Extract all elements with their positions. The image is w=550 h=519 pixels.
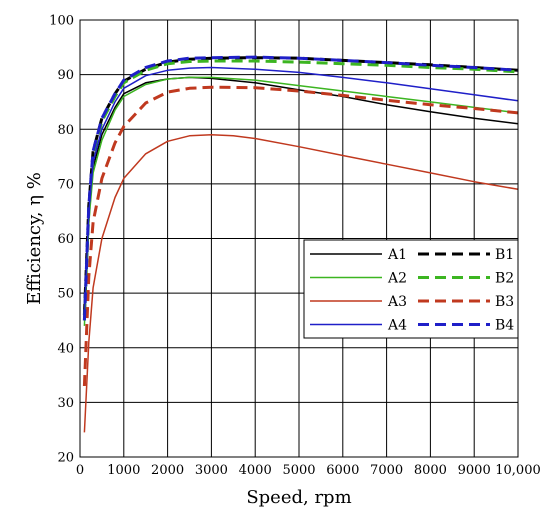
x-tick-label: 2000 [151,463,184,478]
x-tick-label: 8000 [414,463,447,478]
y-tick-label: 90 [57,68,74,83]
series-line-b4 [82,55,519,321]
y-axis-title: Efficiency, η % [24,172,45,305]
y-tick-label: 20 [57,451,74,466]
x-tick-label: 6000 [326,463,359,478]
y-tick-label: 70 [57,177,74,192]
series-line-a2 [83,76,519,326]
x-tick-label: 9000 [458,463,491,478]
y-tick-label: 40 [57,341,74,356]
y-tick-label: 30 [57,396,74,411]
y-tick-label: 80 [57,123,74,138]
series-lines [82,55,519,433]
series-line-a3 [83,133,519,433]
x-tick-label: 10,000 [495,463,541,478]
y-tick-label: 100 [49,14,74,29]
y-tick-label: 50 [57,287,74,302]
series-line-b3 [82,85,519,387]
legend-label-b1: B1 [495,247,514,263]
series-line-b1 [82,56,519,316]
y-tick-label: 60 [57,232,74,247]
x-axis-title: Speed, rpm [246,487,351,508]
legend-label-a2: A2 [387,271,407,287]
series-line-a4 [83,66,519,316]
x-tick-label: 7000 [370,463,403,478]
legend-label-b4: B4 [495,318,514,334]
plot-frame [79,19,519,458]
legend: A1 A2 A3 A4 B1 B2 B3 B4 [303,239,519,339]
x-tick-label: 0 [76,463,84,478]
legend-box [303,239,519,339]
x-tick-labels: 0 1000 2000 3000 4000 5000 6000 7000 8000 9000 10,… [76,463,541,478]
legend-label-b3: B3 [495,294,514,310]
x-tick-label: 5000 [282,463,315,478]
x-tick-label: 3000 [195,463,228,478]
legend-label-b2: B2 [495,271,514,287]
legend-label-a1: A1 [387,247,407,263]
legend-label-a3: A3 [387,294,407,310]
y-tick-labels: 20 30 40 50 60 70 80 90 100 [49,14,74,466]
legend-label-a4: A4 [387,318,407,334]
x-tick-label: 4000 [239,463,272,478]
x-tick-label: 1000 [107,463,140,478]
